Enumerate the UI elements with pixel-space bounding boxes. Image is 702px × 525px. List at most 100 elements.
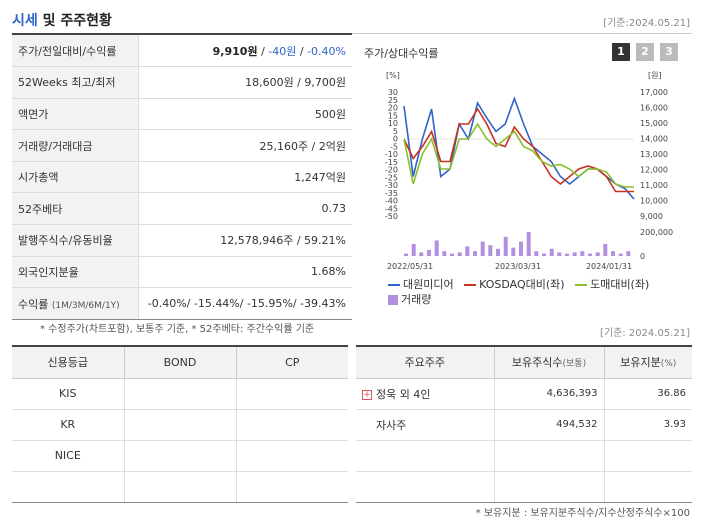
volume-bar	[534, 251, 539, 256]
legend-item-kosdaq: KOSDAQ대비(좌)	[464, 278, 565, 291]
credit-agency	[12, 471, 125, 503]
quote-value: 25,160주 / 2억원	[138, 129, 352, 162]
volume-bar	[511, 247, 516, 256]
volume-bar	[618, 253, 623, 256]
left-tick-label: -25	[385, 173, 398, 182]
quote-row: 액면가 500원	[12, 98, 352, 131]
returns-label: 수익률	[18, 297, 49, 311]
volume-bar	[580, 251, 585, 256]
left-tick-label: 25	[388, 96, 398, 105]
credit-bond	[124, 409, 237, 441]
title-accent: 시세	[12, 13, 38, 29]
right-tick-label: 14,000	[640, 135, 668, 144]
quote-label: 액면가	[12, 98, 139, 131]
quote-label: 52Weeks 최고/최저	[12, 66, 139, 99]
volume-bar	[404, 253, 408, 256]
volume-bar	[626, 251, 631, 256]
quote-row: 시가총액 1,247억원	[12, 161, 352, 194]
holder-pct	[604, 440, 692, 472]
holders-header: 주요주주	[356, 345, 495, 379]
quote-value: 1,247억원	[138, 161, 352, 194]
credit-agency: NICE	[12, 440, 125, 472]
right-tick-label: 15,000	[640, 119, 668, 128]
quote-row: 수익률 (1M/3M/6M/1Y) -0.40%/ -15.44%/ -15.9…	[12, 287, 352, 320]
volume-bar	[496, 248, 500, 256]
volume-bar	[419, 252, 424, 256]
right-tick-label: 10,000	[640, 197, 668, 206]
quote-note: * 수정주가(차트포함), 보통주 기준, * 52주베타: 주간수익률 기준	[40, 324, 315, 335]
page-title: 시세 및 주주현황	[12, 10, 112, 30]
credit-bond	[124, 471, 237, 503]
volume-bar	[427, 250, 431, 256]
right-tick-label: 9,000	[640, 212, 663, 221]
volume-bar	[465, 246, 470, 256]
credit-agency: KR	[12, 409, 125, 441]
quote-value: 500원	[138, 98, 352, 131]
table-row: + 정욱 외 4인 4,636,393 36.86	[356, 378, 692, 410]
left-tick-label: 15	[388, 111, 398, 120]
volume-bar	[595, 252, 600, 256]
price-change: -40원	[268, 44, 297, 58]
holder-pct	[604, 471, 692, 503]
right-axis-unit: [원]	[648, 71, 662, 80]
volume-bar	[565, 253, 569, 256]
table-row	[12, 471, 348, 503]
credit-cp	[236, 471, 348, 503]
expand-plus-icon[interactable]: +	[362, 389, 372, 400]
volume-bar	[588, 253, 592, 256]
price-rate: -0.40%	[307, 44, 346, 58]
quote-table: 주가/전일대비/수익률 9,910원 / -40원 / -0.40% 52Wee…	[12, 35, 352, 320]
series-line	[403, 96, 635, 200]
volume-bar	[549, 248, 554, 256]
holder-shares	[494, 471, 605, 503]
left-tick-label: 10	[388, 119, 398, 128]
divider	[352, 33, 692, 34]
left-tick-label: -35	[385, 189, 398, 198]
legend-item-wholesale: 도매대비(좌)	[575, 278, 649, 291]
volume-bar	[488, 245, 493, 256]
chart-tab-2-button[interactable]: 2	[636, 43, 654, 61]
table-row: KR	[12, 409, 348, 441]
credit-header-row: 신용등급 BOND CP	[12, 345, 348, 379]
credit-header: CP	[236, 345, 348, 379]
credit-table: 신용등급 BOND CP KIS KR NICE	[12, 345, 348, 503]
returns-label-sub: (1M/3M/6M/1Y)	[51, 300, 120, 311]
chart-title: 주가/상대수익률	[364, 47, 439, 60]
left-tick-label: -20	[385, 166, 398, 175]
holder-shares	[494, 440, 605, 472]
credit-header: 신용등급	[12, 345, 125, 379]
quote-label: 거래량/거래대금	[12, 129, 139, 162]
left-tick-label: -45	[385, 204, 398, 213]
table-row: 자사주 494,532 3.93	[356, 409, 692, 441]
quote-value: 0.73	[138, 192, 352, 226]
quote-label: 외국인지분율	[12, 256, 139, 289]
chart-tab-3-button[interactable]: 3	[660, 43, 678, 61]
legend-item-volume: 거래량	[388, 291, 431, 307]
holders-table: 주요주주 보유주식수(보통) 보유지분(%) + 정욱 외 4인 4,636,39…	[356, 345, 692, 503]
volume-bar	[526, 232, 531, 256]
volume-tick-label: 200,000	[640, 228, 673, 237]
x-tick-label: 2024/01/31	[586, 262, 632, 271]
table-row: KIS	[12, 378, 348, 410]
volume-bar	[473, 251, 477, 256]
volume-bar	[434, 240, 439, 256]
quote-row: 52주베타 0.73	[12, 192, 352, 226]
divider	[12, 33, 352, 35]
holder-name[interactable]: + 정욱 외 4인	[356, 378, 495, 410]
quote-row: 주가/전일대비/수익률 9,910원 / -40원 / -0.40%	[12, 35, 352, 68]
chart-tab-1-button[interactable]: 1	[612, 43, 630, 61]
x-tick-label: 2023/03/31	[495, 262, 541, 271]
right-tick-label: 13,000	[640, 150, 668, 159]
title-rest: 및 주주현황	[42, 13, 112, 29]
quote-value: 12,578,946주 / 59.21%	[138, 224, 352, 257]
quote-row: 52Weeks 최고/최저 18,600원 / 9,700원	[12, 66, 352, 99]
table-row	[356, 471, 692, 503]
holder-shares: 4,636,393	[494, 378, 605, 410]
quote-value: 1.68%	[138, 256, 352, 289]
quote-row: 거래량/거래대금 25,160주 / 2억원	[12, 129, 352, 162]
left-tick-label: 0	[393, 135, 398, 144]
price-chart: [%] [원]302520151050-5-10-15-20-25-30-35-4…	[385, 71, 673, 271]
holder-name: 자사주	[356, 409, 495, 441]
holders-header-row: 주요주주 보유주식수(보통) 보유지분(%)	[356, 345, 692, 379]
holder-name	[356, 471, 495, 503]
